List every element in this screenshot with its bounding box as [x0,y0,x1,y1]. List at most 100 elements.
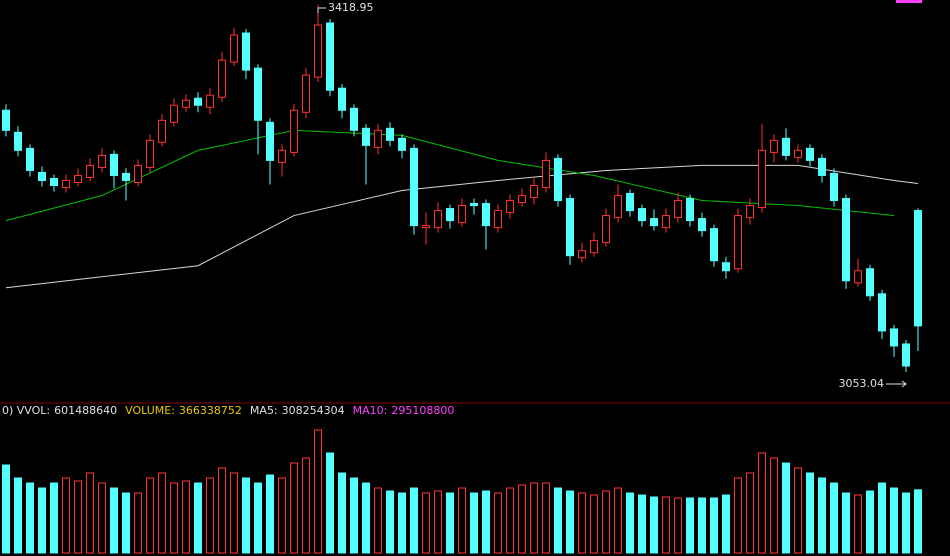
candle-body [482,203,490,227]
candle-body [194,97,202,106]
volume-bar [218,467,226,554]
volume-bar [182,480,190,554]
volume-bar [542,482,550,554]
candle-body [674,200,682,219]
candle-body [290,109,298,153]
high-label: 3418.95 [328,1,374,14]
volume-bar [614,487,622,554]
volume-bar [794,467,802,554]
volume-bar [86,472,94,554]
volume-bar [782,462,790,554]
volume-bar [446,492,454,554]
volume-bar [746,472,754,554]
volume-bar [326,452,334,554]
candle-body [278,149,286,163]
stat-value: 601488640 [54,404,118,417]
volume-bar [314,429,322,554]
candle-body [314,24,322,78]
candle-body [86,164,94,178]
candle-body [62,179,70,188]
candle-body [230,34,238,63]
candle-body [458,205,466,224]
volume-bar [410,487,418,554]
volume-bar [110,487,118,554]
candle-body [758,149,766,209]
candle-body [806,147,814,161]
corner-marker [896,0,922,3]
candle-body [338,87,346,111]
candle-body [110,153,118,176]
volume-bar [674,497,682,554]
candle-body [470,203,478,207]
volume-bar [770,457,778,554]
candle-body [818,157,826,176]
low-arrowhead [901,380,907,388]
candle-body [842,198,850,282]
candle-body [98,154,106,168]
volume-bar [74,480,82,554]
volume-bar [830,482,838,554]
candle-body [434,210,442,229]
volume-bar [266,474,274,554]
volume-bar [134,492,142,554]
volume-bar [626,492,634,554]
volume-bar [530,482,538,554]
volume-bar [566,490,574,554]
stat-value: 308254304 [281,404,345,417]
candle-body [614,195,622,219]
volume-bar [194,482,202,554]
candle-body [446,208,454,222]
volume-bar [338,472,346,554]
candle-body [746,205,754,219]
volume-bar [662,496,670,554]
volume-bar [50,482,58,554]
candle-body [506,200,514,214]
volume-bar [146,477,154,554]
volume-bar [350,477,358,554]
candle-body [182,99,190,108]
volume-bar [362,482,370,554]
volume-bar [554,487,562,554]
volume-bar [302,457,310,554]
volume-bar [698,497,706,554]
volume-bar [806,472,814,554]
candle-body [134,164,142,183]
candle-body [854,270,862,284]
candle-body [146,139,154,168]
volume-bar [638,494,646,554]
candle-body [74,174,82,183]
candle-body [362,127,370,146]
volume-bar [878,482,886,554]
volume-bar [842,492,850,554]
low-label: 3053.04 [839,377,885,390]
volume-bar [818,477,826,554]
volume-bar [170,482,178,554]
candle-body [422,225,430,229]
candle-body [734,215,742,270]
volume-bar [578,492,586,554]
ma-line [5,164,919,289]
candle-body [590,240,598,254]
stat-value: 295108800 [391,404,455,417]
volume-bar [482,490,490,554]
volume-stat: 0) VVOL: 601488640 [2,404,117,417]
volume-bar [38,487,46,554]
volume-bar [98,482,106,554]
candle-body [662,215,670,229]
candle-body [866,268,874,297]
volume-bar [722,494,730,554]
candle-body [710,228,718,262]
candle-body [638,208,646,222]
stat-label: MA5: [249,404,278,417]
candle-body [242,32,250,71]
volume-bar [602,490,610,554]
volume-bar [458,487,466,554]
candle-body [626,193,634,212]
stat-label: MA10: [352,404,388,417]
volume-bar [890,487,898,554]
candle-body [542,159,550,188]
candle-body [566,198,574,257]
volume-bar [386,490,394,554]
candle-body [602,215,610,244]
candle-body [350,107,358,131]
